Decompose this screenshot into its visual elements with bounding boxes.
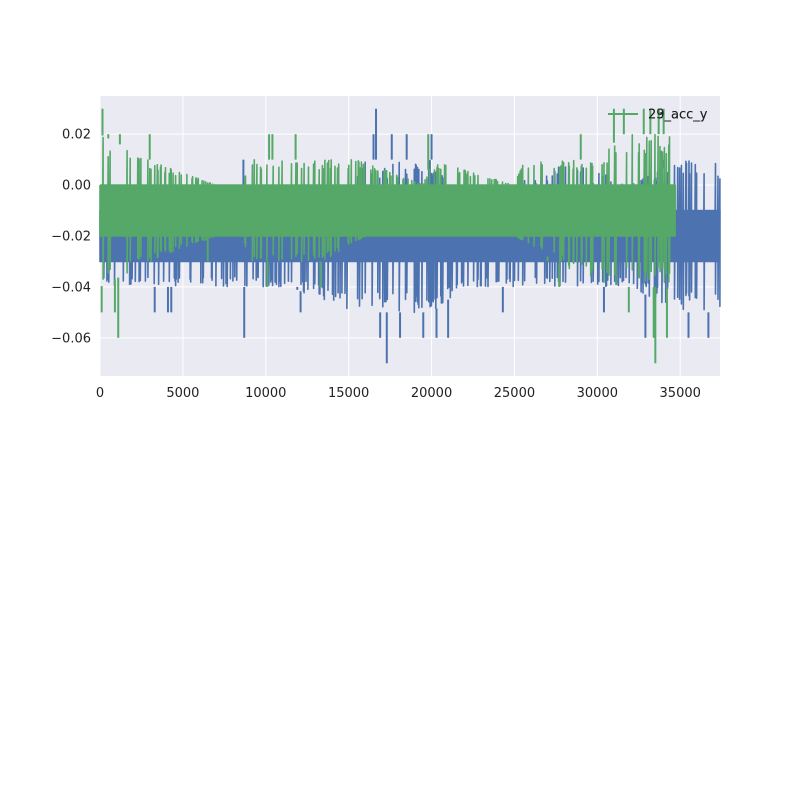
legend-label: 29_acc_y — [648, 108, 708, 123]
x-tick-label: 0 — [96, 386, 104, 401]
x-tick-label: 25000 — [494, 386, 535, 401]
y-tick-label: −0.06 — [51, 331, 91, 346]
x-tick-label: 20000 — [411, 386, 452, 401]
x-tick-label: 30000 — [577, 386, 618, 401]
y-tick-label: −0.02 — [51, 230, 91, 245]
y-tick-label: −0.04 — [51, 280, 91, 295]
series-core-29_acc_y — [100, 185, 676, 236]
legend: 29_acc_y — [608, 108, 708, 123]
axes-top: 23_acc_y29_acc_y0 5000 10000 15000 20000 2500… — [51, 96, 721, 401]
x-tick-label: 15000 — [328, 386, 369, 401]
y-tick-label: 0.00 — [62, 179, 91, 194]
x-tick-label: 10000 — [245, 386, 286, 401]
x-tick-label: 5000 — [166, 386, 199, 401]
x-tick-label: 35000 — [660, 386, 701, 401]
y-tick-label: 0.02 — [62, 128, 91, 143]
